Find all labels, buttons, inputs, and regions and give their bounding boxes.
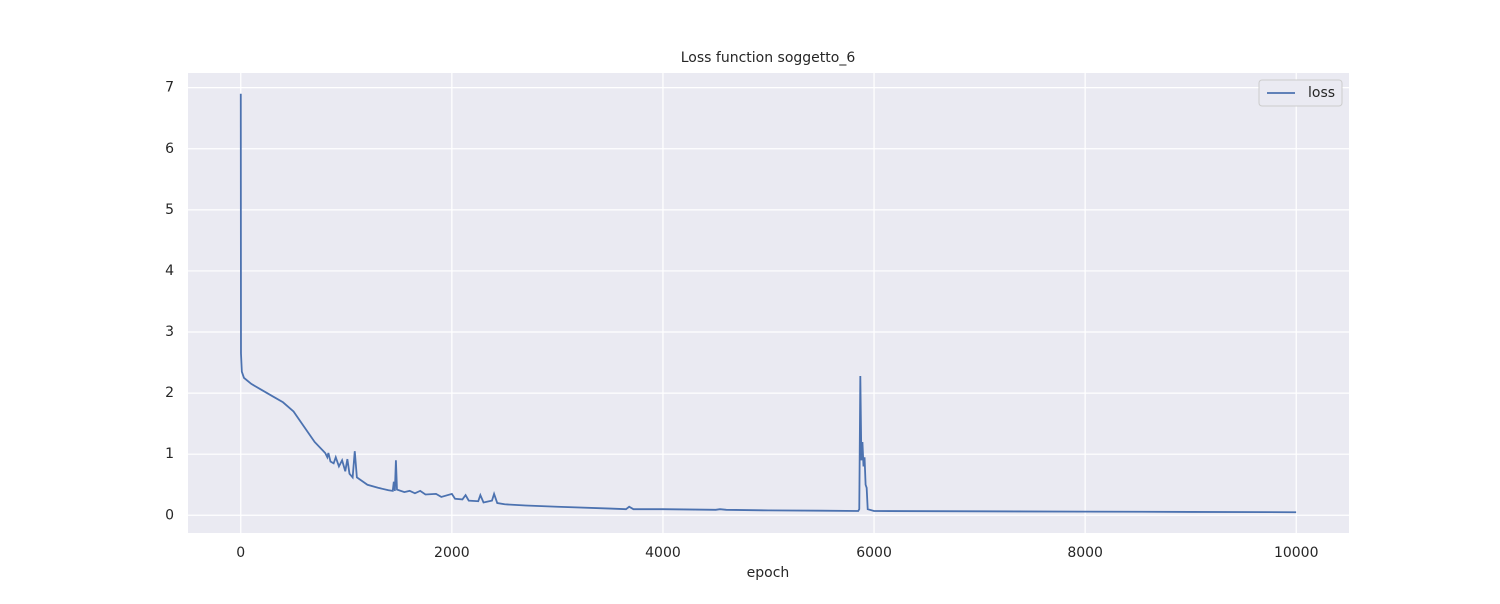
x-tick-label: 10000 — [1274, 545, 1319, 561]
legend-label: loss — [1308, 85, 1335, 101]
x-tick-label: 2000 — [434, 545, 470, 561]
y-tick-label: 6 — [165, 141, 174, 157]
plot-area — [188, 73, 1349, 533]
y-tick-label: 7 — [165, 80, 174, 96]
y-tick-label: 4 — [165, 263, 174, 279]
chart-title: Loss function soggetto_6 — [681, 50, 856, 66]
y-tick-label: 1 — [165, 446, 174, 462]
y-tick-label: 3 — [165, 324, 174, 340]
x-tick-label: 4000 — [645, 545, 681, 561]
y-tick-label: 0 — [165, 507, 174, 523]
y-tick-label: 5 — [165, 202, 174, 218]
x-tick-label: 0 — [236, 545, 245, 561]
legend-box — [1258, 79, 1343, 107]
x-tick-label: 6000 — [856, 545, 892, 561]
loss-line — [239, 93, 1297, 514]
y-tick-label: 2 — [165, 385, 174, 401]
x-tick-label: 8000 — [1067, 545, 1103, 561]
x-axis-label: epoch — [747, 565, 790, 581]
